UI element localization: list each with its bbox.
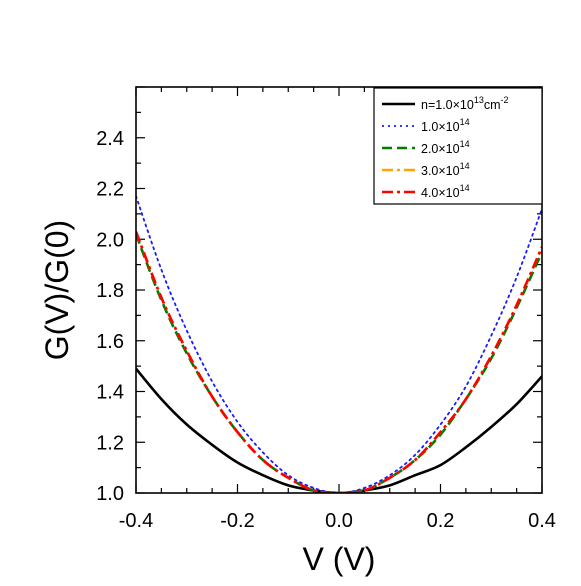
y-tick-label: 1.8	[96, 280, 124, 302]
y-tick-labels: 1.0 1.2 1.4 1.6 1.8 2.0 2.2 2.4	[96, 128, 124, 505]
y-tick-label: 1.4	[96, 382, 124, 404]
series-line-4	[136, 231, 542, 493]
y-tick-label: 1.6	[96, 331, 124, 353]
legend-label-5: 4.0×1014	[421, 183, 470, 200]
x-tick-label: -0.2	[220, 510, 254, 532]
x-tick-label: -0.4	[119, 510, 153, 532]
y-tick-label: 2.0	[96, 229, 124, 251]
series-line-5	[136, 231, 542, 493]
y-tick-label: 2.2	[96, 179, 124, 201]
plot-frame	[135, 86, 543, 494]
series-line-3	[136, 233, 542, 493]
axis-ticks	[135, 86, 543, 494]
y-tick-label: 2.4	[96, 128, 124, 150]
legend-label-4: 3.0×1014	[421, 161, 470, 178]
x-tick-labels: -0.4 -0.2 0.0 0.2 0.4	[119, 510, 556, 532]
y-tick-label: 1.2	[96, 432, 124, 454]
legend-box	[373, 87, 543, 205]
x-tick-label: 0.2	[427, 510, 455, 532]
x-tick-label: 0.0	[325, 510, 353, 532]
x-tick-label: 0.4	[528, 510, 556, 532]
legend: n=1.0×1013cm-2 1.0×1014 2.0×1014 3.0×1014 4.…	[373, 87, 543, 205]
y-tick-label: 1.0	[96, 483, 124, 505]
legend-label-2: 1.0×1014	[421, 117, 470, 134]
legend-label-3: 2.0×1014	[421, 139, 470, 156]
series-line-2	[136, 195, 542, 493]
y-axis-title: G(V)/G(0)	[39, 220, 75, 360]
series-line-1	[136, 367, 542, 493]
legend-label-1: n=1.0×1013cm-2	[421, 95, 509, 112]
series-lines	[136, 195, 542, 493]
x-axis-title: V (V)	[303, 541, 376, 577]
